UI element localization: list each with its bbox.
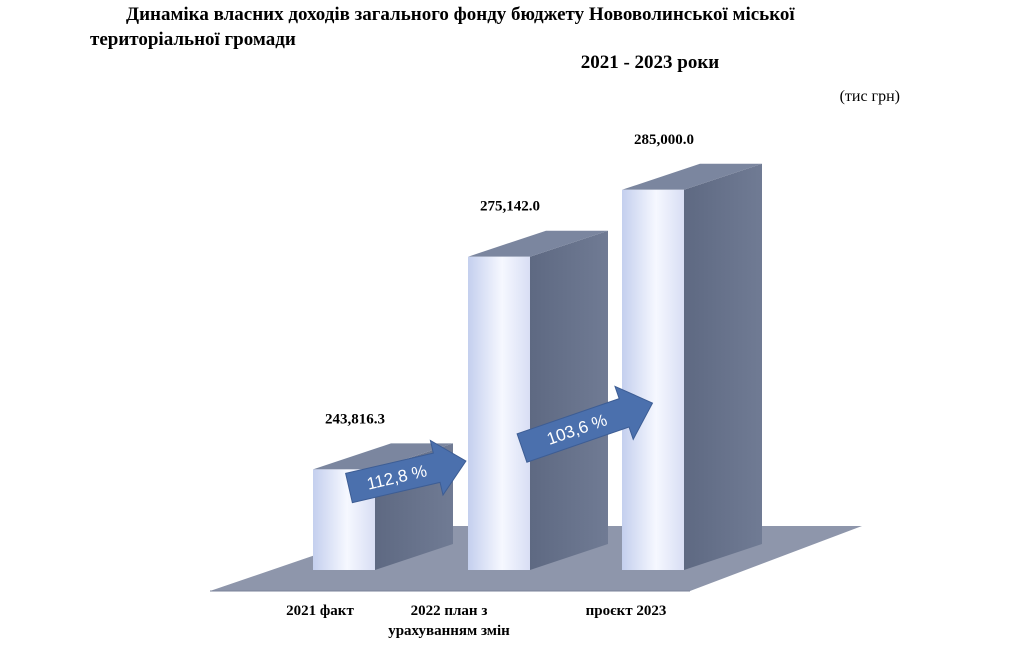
bar-top-1: [313, 443, 453, 470]
category-label-3: проєкт 2023: [586, 603, 667, 619]
bar-top-2: [468, 230, 608, 257]
category-label-2-line-2: урахуванням змін: [388, 623, 510, 639]
value-label-3: 285,000.0: [634, 132, 694, 148]
bar-2: [468, 230, 608, 571]
title-line-1: Динаміка власних доходів загального фонд…: [126, 4, 795, 25]
growth-arrow-shape-2: [516, 385, 654, 463]
growth-arrow-shape-1: [345, 439, 467, 504]
category-label-1: 2021 факт: [286, 603, 354, 619]
bar-side-2: [530, 230, 608, 571]
category-label-2-line-1: 2022 план з: [411, 603, 488, 619]
bar-side-3: [684, 163, 762, 570]
chart-title: Динаміка власних доходів загального фонд…: [90, 2, 910, 52]
value-label-2: 275,142.0: [480, 199, 540, 215]
bar-front-3: [622, 189, 684, 570]
unit-label: (тис грн): [839, 88, 900, 105]
bar-front-2: [468, 256, 530, 570]
chart-subtitle: 2021 - 2023 роки: [580, 52, 720, 73]
bar-top-3: [622, 163, 762, 190]
bar-3: [622, 163, 762, 570]
value-label-1: 243,816.3: [325, 411, 385, 427]
title-line-2: територіальної громади: [90, 29, 296, 50]
